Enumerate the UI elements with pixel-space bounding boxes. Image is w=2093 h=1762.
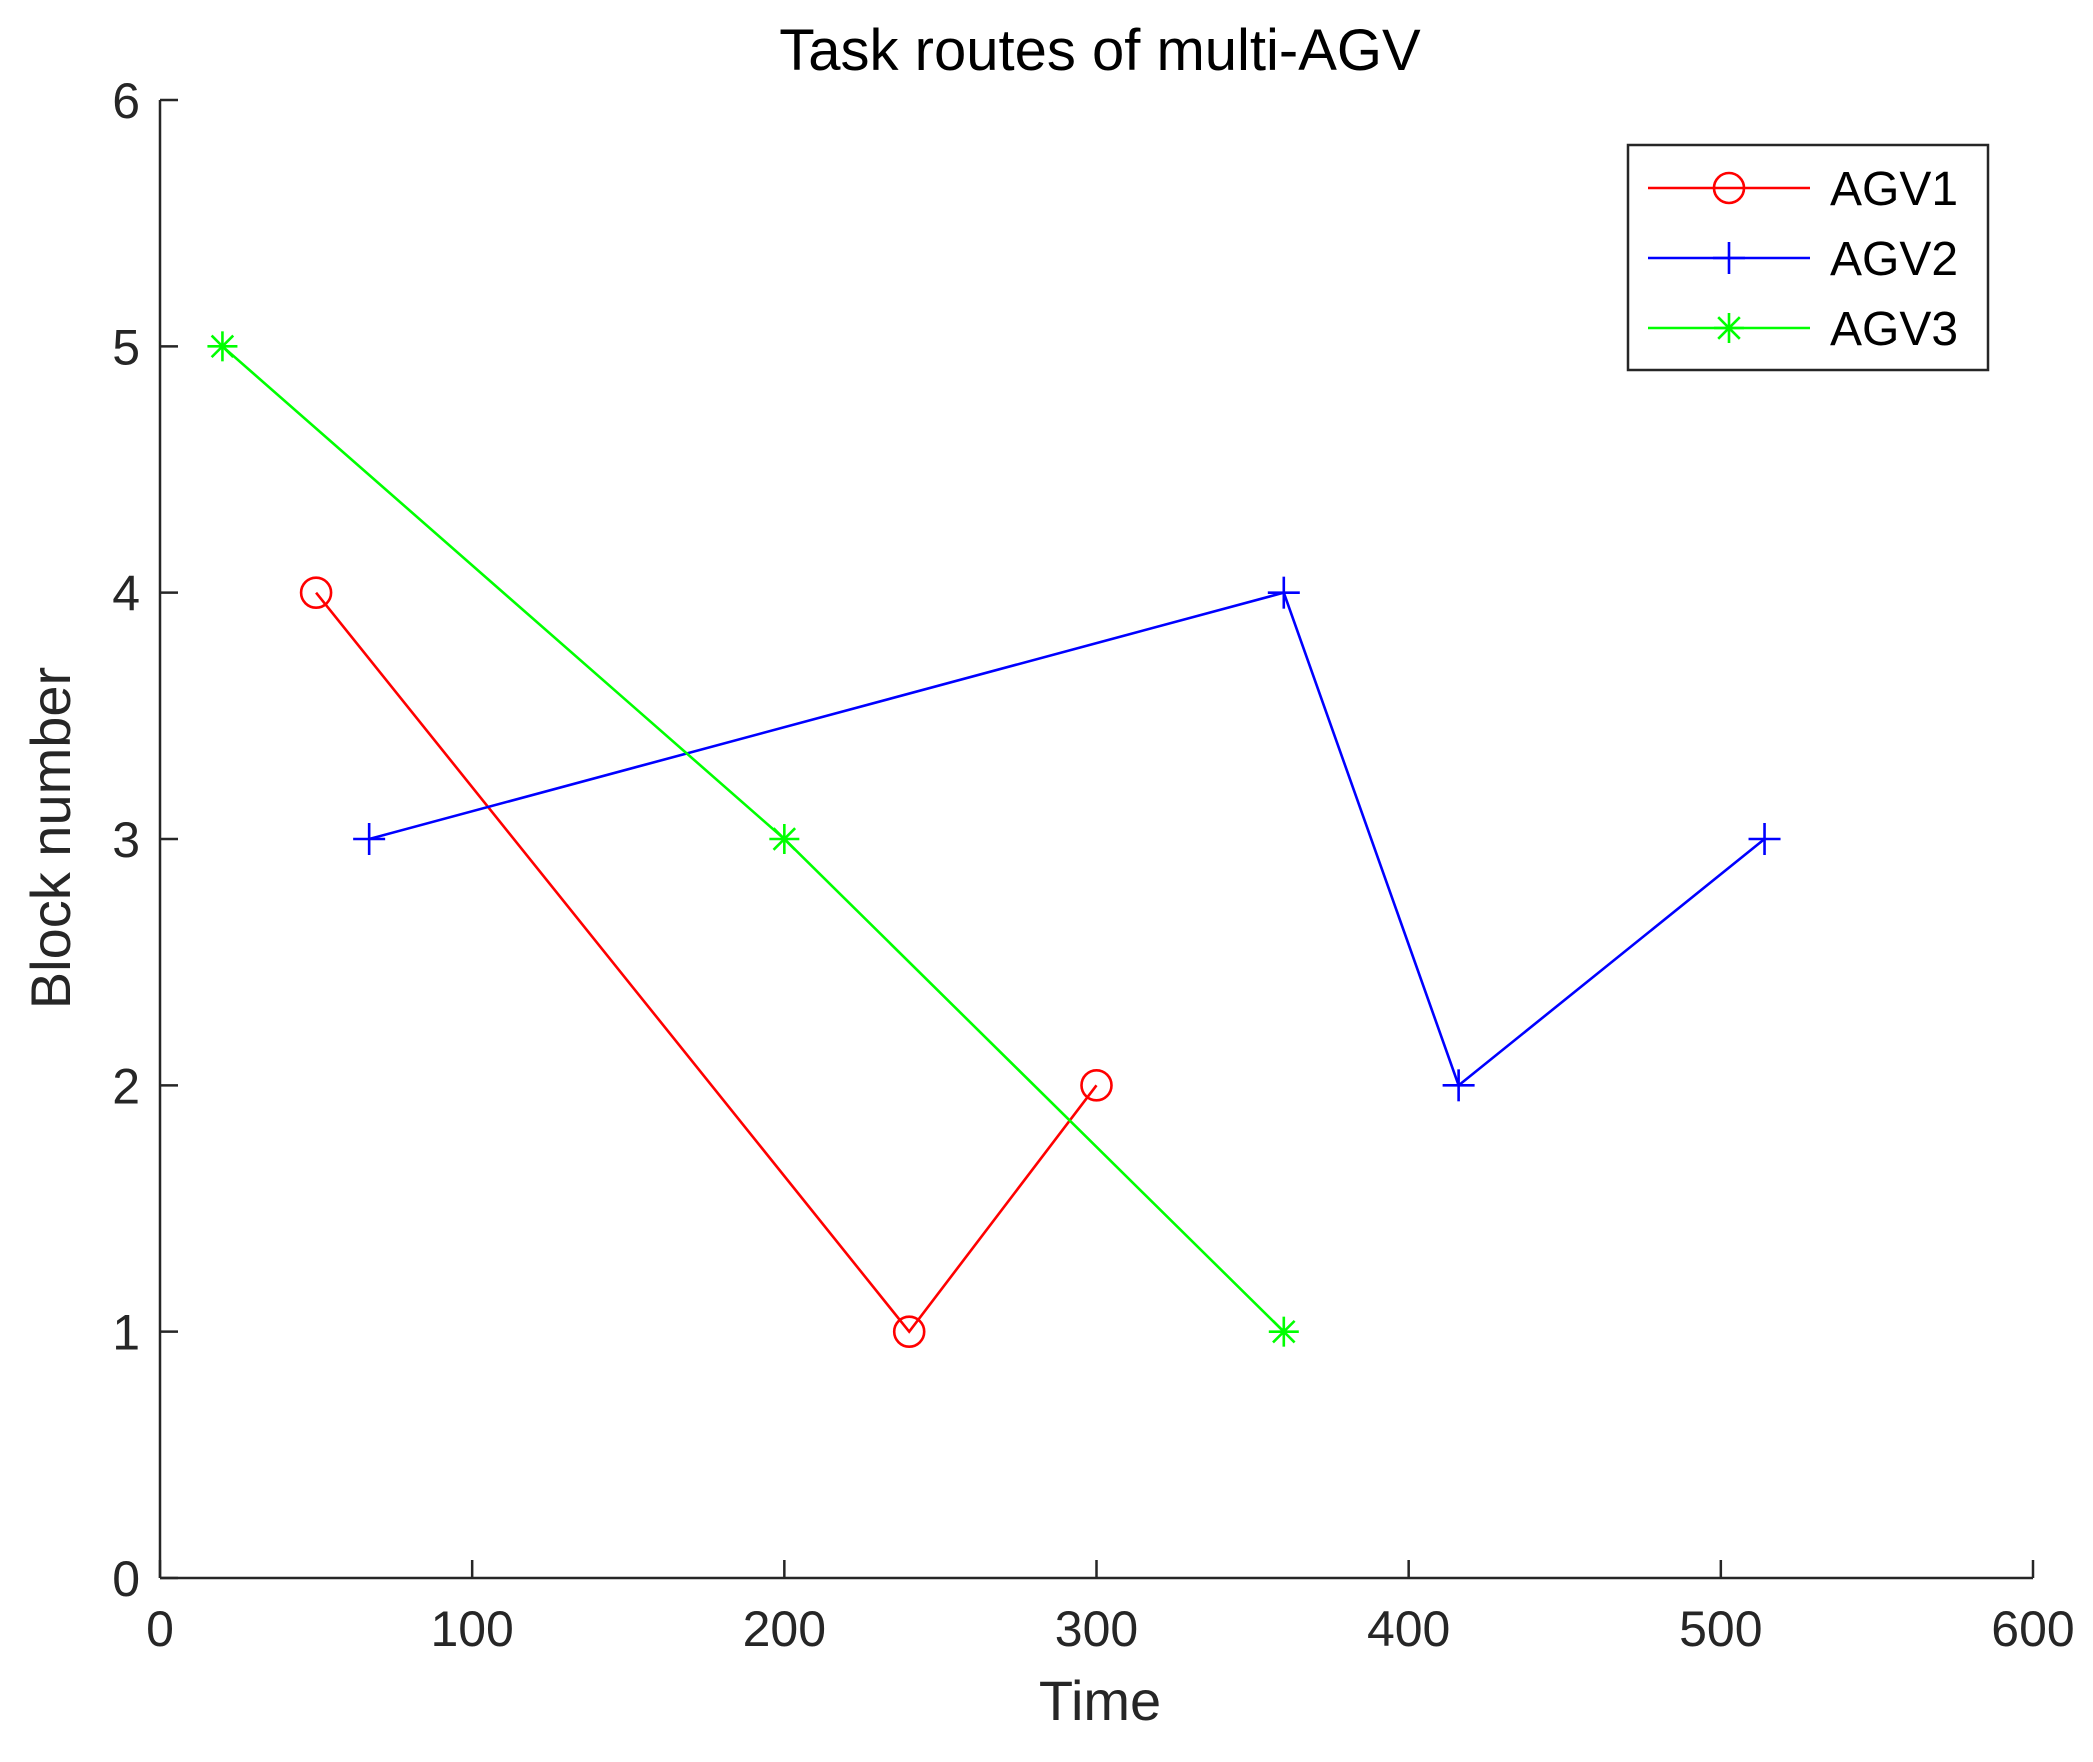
y-tick-label: 2 <box>112 1058 140 1114</box>
data-point-agv3 <box>207 331 238 362</box>
data-point-agv2 <box>1267 576 1300 609</box>
data-point-agv1 <box>299 576 333 609</box>
y-tick-label: 5 <box>112 319 140 375</box>
axes: 0 100 200 300 400 500 600 0 1 2 3 4 5 6 <box>112 73 2075 1657</box>
series-agv3 <box>207 331 1299 1347</box>
y-ticks: 0 1 2 3 4 5 6 <box>112 73 178 1607</box>
series-line-agv2 <box>368 591 1766 1088</box>
data-point-agv3 <box>1268 1316 1299 1347</box>
data-point-agv3 <box>769 824 800 854</box>
chart-title: Task routes of multi-AGV <box>779 18 1421 83</box>
legend-label-agv2: AGV2 <box>1830 233 1958 286</box>
legend: AGV1 AGV2 AGV3 <box>1626 143 1990 372</box>
x-tick-label: 0 <box>146 1601 174 1657</box>
data-point-agv2 <box>1442 1069 1475 1102</box>
y-tick-label: 0 <box>112 1551 140 1607</box>
x-tick-label: 500 <box>1679 1601 1762 1657</box>
y-tick-label: 4 <box>112 566 140 622</box>
x-tick-label: 300 <box>1055 1601 1138 1657</box>
series-agv2 <box>353 576 1781 1102</box>
legend-label-agv1: AGV1 <box>1830 163 1958 216</box>
data-point-agv1 <box>1080 1069 1113 1102</box>
data-point-agv2 <box>353 823 386 855</box>
x-tick-label: 200 <box>743 1601 826 1657</box>
y-axis-label: Block number <box>19 667 82 1009</box>
legend-item-agv3: AGV3 <box>1648 303 1958 356</box>
series-agv1 <box>299 576 1113 1348</box>
x-axis-label: Time <box>1039 1669 1161 1732</box>
x-tick-label: 400 <box>1367 1601 1450 1657</box>
x-ticks: 0 100 200 300 400 500 600 <box>146 1560 2075 1657</box>
legend-marker-agv3 <box>1714 313 1744 343</box>
x-tick-label: 100 <box>430 1601 513 1657</box>
legend-items: AGV1 AGV2 AGV3 <box>1648 163 1958 356</box>
series-line-agv1 <box>315 591 1098 1334</box>
plot-series <box>207 331 1781 1348</box>
y-tick-label: 6 <box>112 73 140 129</box>
y-tick-label: 3 <box>112 812 140 868</box>
x-tick-label: 600 <box>1991 1601 2074 1657</box>
legend-label-agv3: AGV3 <box>1830 303 1958 356</box>
legend-marker-agv2 <box>1713 242 1745 274</box>
y-tick-label: 1 <box>112 1305 140 1361</box>
legend-marker-agv1 <box>1712 171 1746 205</box>
data-point-agv1 <box>892 1315 926 1348</box>
legend-item-agv2: AGV2 <box>1648 233 1958 286</box>
legend-item-agv1: AGV1 <box>1648 163 1958 216</box>
data-point-agv2 <box>1748 823 1781 855</box>
